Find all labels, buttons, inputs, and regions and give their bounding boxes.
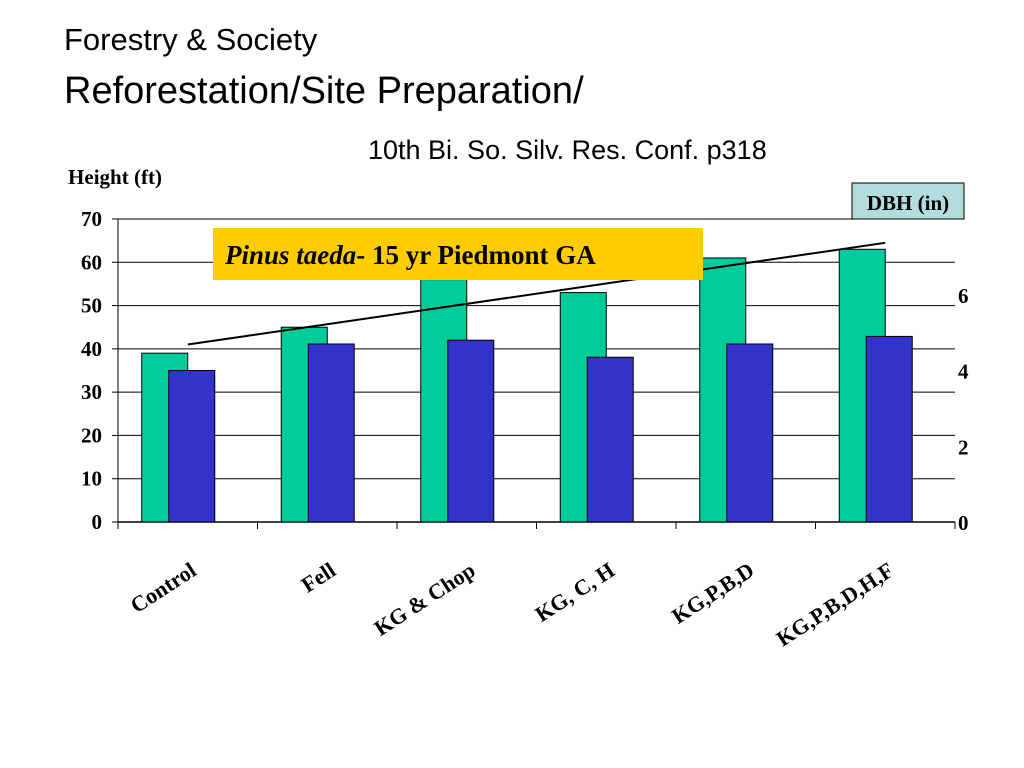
y-left-tick-label: 10	[81, 467, 102, 491]
y-left-tick-label: 30	[81, 380, 102, 404]
dbh-label-box	[851, 182, 965, 220]
annotation-text: Pinus taeda- 15 yr Piedmont GA	[224, 240, 596, 270]
dbh-bar	[586, 356, 634, 523]
y-right-tick-label: 4	[958, 360, 969, 384]
y-left-tick-label: 20	[81, 423, 102, 447]
slide-title: Forestry & Society	[64, 22, 318, 57]
annotation-detail: - 15 yr Piedmont GA	[356, 240, 596, 270]
trend-line	[187, 241, 886, 346]
y-left-tick-label: 70	[81, 207, 102, 231]
y-right-axis-label: DBH (in)	[867, 191, 949, 215]
x-tick-label: KG,P,B,D	[667, 557, 758, 628]
y-left-tick-label: 60	[81, 250, 102, 274]
y-left-tick-label: 40	[81, 337, 102, 361]
dbh-bar	[447, 339, 495, 523]
x-tick-label: Control	[126, 557, 201, 618]
y-right-tick-label: 2	[958, 435, 969, 459]
annotation-species: Pinus taeda	[224, 240, 356, 270]
y-right-tick-label: 6	[958, 284, 969, 308]
dbh-bar	[307, 343, 355, 523]
y-left-tick-label: 0	[92, 510, 103, 534]
x-tick-label: KG,P,B,D,H,F	[772, 557, 898, 651]
x-tick-label: KG, C, H	[531, 557, 619, 627]
y-left-axis-label: Height (ft)	[68, 165, 162, 189]
y-left-tick-label: 50	[81, 294, 102, 318]
source-reference: 10th Bi. So. Silv. Res. Conf. p318	[368, 135, 767, 165]
dbh-bar	[168, 370, 216, 523]
annotation-box	[213, 228, 703, 280]
x-tick-label: Fell	[297, 557, 340, 597]
dbh-bar	[865, 335, 913, 523]
y-right-tick-label: 0	[958, 511, 969, 535]
dbh-bar	[726, 343, 774, 523]
slide-subtitle: Reforestation/Site Preparation/	[64, 70, 584, 112]
x-tick-label: KG & Chop	[369, 557, 479, 641]
